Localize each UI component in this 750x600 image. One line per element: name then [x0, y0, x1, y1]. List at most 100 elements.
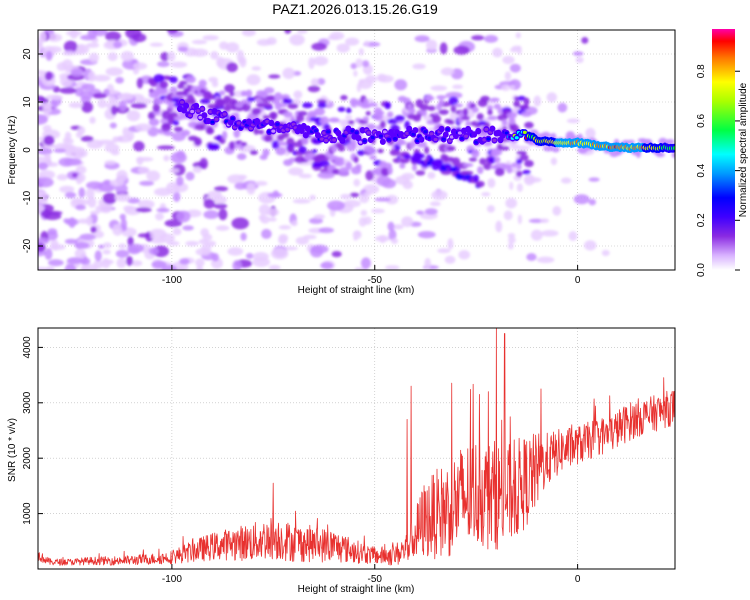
- spectrogram-noise-blob: [430, 85, 448, 91]
- spectrogram-ridge-core: [378, 134, 383, 138]
- spectrogram-noise-blob: [376, 73, 387, 82]
- spectrogram-ridge-core: [443, 132, 448, 137]
- spectrogram-tick-label-x: -50: [368, 275, 383, 286]
- spectrogram-ridge-blob: [340, 95, 348, 101]
- spectrogram-noise-blob: [268, 264, 281, 270]
- spectrogram-noise-blob: [76, 44, 86, 54]
- snr-tick-label-y: 1000: [22, 502, 33, 525]
- spectrogram-noise-blob: [501, 84, 511, 91]
- spectrogram-ridge-core: [275, 122, 280, 126]
- spectrogram-ridge-core: [464, 134, 469, 138]
- spectrogram-noise-blob: [195, 258, 205, 268]
- spectrogram-ridge-blob: [353, 156, 359, 163]
- spectrogram-ridge-core: [423, 130, 428, 134]
- spectrogram-ridge-core: [198, 115, 203, 120]
- spectrogram-noise-blob: [295, 236, 309, 245]
- spectrogram-ridge-core: [427, 136, 432, 140]
- spectrogram-noise-blob: [427, 171, 436, 179]
- spectrogram-ridge-core: [462, 129, 467, 133]
- spectrogram-y-ticks: -20 -10 0 10 20: [22, 48, 43, 253]
- spectrogram-noise-blob: [401, 216, 414, 227]
- spectrogram-noise-blob: [517, 145, 530, 151]
- spectrogram-ridge-blob: [508, 117, 516, 124]
- spectrogram-ridge-core: [445, 127, 450, 131]
- spectrogram-noise-blob: [263, 87, 275, 94]
- spectrogram-ridge-blob: [298, 146, 307, 154]
- spectrogram-tick-label-y: 0: [22, 147, 33, 153]
- spectrogram-noise-blob: [70, 68, 84, 77]
- spectrogram-tick-label-x: 0: [575, 275, 581, 286]
- spectrogram-ridge-blob: [337, 106, 346, 112]
- spectrogram-noise-blob: [38, 177, 54, 188]
- spectrogram-noise-blob: [355, 58, 363, 68]
- spectrogram-noise-blob: [166, 241, 180, 246]
- spectrogram-ridge-core: [230, 116, 235, 121]
- spectrogram-noise-blob: [363, 40, 370, 47]
- spectrogram-noise-blob: [166, 182, 180, 194]
- spectrogram-noise-blob: [278, 233, 289, 243]
- spectrogram-ridge-core: [206, 119, 211, 123]
- spectrogram-noise-blob: [388, 229, 397, 241]
- spectrogram-ridge-blob: [419, 103, 430, 111]
- spectrogram-noise-blob: [87, 70, 96, 83]
- spectrogram-noise-blob: [585, 127, 596, 140]
- snr-x-ticks: -100 -50 0: [162, 564, 581, 585]
- spectrogram-noise-blob: [509, 181, 514, 191]
- colorbar-tick-label: 0.4: [696, 163, 707, 177]
- spectrogram-ridge-blob: [506, 166, 513, 174]
- spectrogram-noise-blob: [552, 206, 562, 216]
- spectrogram-ridge-blob: [521, 111, 532, 117]
- spectrogram-noise-blob: [203, 210, 220, 220]
- spectrogram-ridge-core: [496, 131, 501, 135]
- spectrogram-noise-blob: [213, 186, 229, 192]
- spectrogram-noise-blob: [539, 218, 550, 224]
- spectrogram-noise-blob: [163, 155, 170, 162]
- spectrogram-noise-blob: [311, 42, 327, 51]
- spectrogram-ridge-blob: [172, 120, 180, 126]
- spectrogram-ridge-core: [514, 136, 519, 140]
- spectrogram-noise-blob: [149, 228, 167, 240]
- spectrogram-noise-blob: [292, 198, 311, 204]
- spectrogram-noise-blob: [120, 50, 134, 62]
- spectrogram-noise-blob: [198, 238, 209, 245]
- spectrogram-ridge-blob: [365, 111, 371, 116]
- spectrogram-ridge-blob: [518, 105, 530, 110]
- spectrogram-noise-blob: [507, 232, 516, 239]
- spectrogram-ridge-blob: [371, 169, 381, 175]
- spectrogram-ridge-blob: [376, 110, 385, 116]
- spectrogram-ridge-blob: [487, 115, 498, 121]
- spectrogram-noise-blob: [64, 238, 78, 245]
- spectrogram-ridge-core: [451, 130, 456, 134]
- spectrogram-ridge-blob: [351, 138, 357, 148]
- spectrogram-noise-blob: [572, 51, 584, 56]
- spectrogram-noise-blob: [38, 72, 47, 82]
- spectrogram-ridge-core: [350, 129, 355, 133]
- spectrogram-ridge-core: [476, 129, 481, 133]
- spectrogram-noise-blob: [361, 60, 370, 68]
- spectrogram-ridge-core: [210, 120, 215, 124]
- spectrogram-noise-blob: [96, 139, 115, 145]
- spectrogram-ridge-blob: [447, 119, 455, 125]
- spectrogram-ridge-blob: [233, 129, 241, 138]
- spectrogram-noise-blob: [38, 162, 49, 171]
- spectrogram-noise-blob: [81, 101, 94, 113]
- spectrogram-noise-blob: [168, 168, 180, 173]
- spectrogram-noise-blob: [114, 193, 131, 202]
- spectrogram-ridge-blob: [450, 104, 457, 113]
- spectrogram-noise-blob: [90, 226, 97, 234]
- spectrogram-ridge-core: [449, 135, 454, 139]
- spectrogram-noise-blob: [136, 156, 144, 166]
- spectrogram-noise-blob: [203, 198, 216, 209]
- spectrogram-noise-blob: [316, 78, 326, 86]
- spectrogram-noise-blob: [117, 93, 134, 101]
- spectrogram-noise-blob: [127, 197, 141, 204]
- spectrogram-noise-blob: [87, 196, 97, 208]
- spectrogram-ridge-blob: [318, 154, 326, 161]
- spectrogram-ridge-blob: [483, 163, 492, 170]
- spectrogram-ridge-blob: [377, 148, 384, 154]
- spectrogram-noise-blob: [363, 216, 372, 225]
- snr-frame: [37, 327, 676, 570]
- spectrogram-noise-blob: [440, 67, 455, 76]
- spectrogram-noise-blob: [390, 238, 399, 245]
